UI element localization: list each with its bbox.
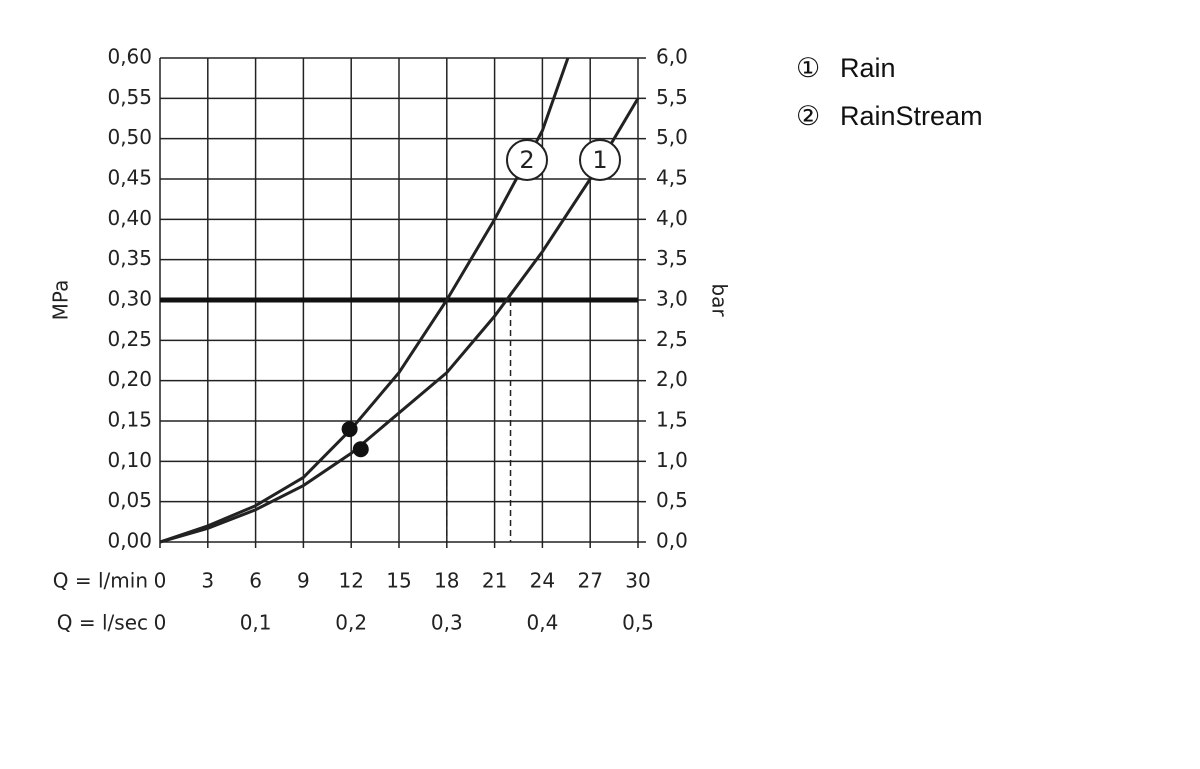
y2-axis-label: bar <box>708 283 732 317</box>
curve <box>159 97 640 544</box>
operating-point <box>352 441 369 458</box>
legend-label: Rain <box>840 53 896 83</box>
x-tick-label: 24 <box>530 569 555 593</box>
x-axis-label: Q = l/min <box>53 569 148 593</box>
x-tick-label: 6 <box>249 569 262 593</box>
y2-tick-label: 3,5 <box>656 246 688 270</box>
y2-tick-label: 4,5 <box>656 166 688 190</box>
y-tick-label: 0,50 <box>107 125 152 149</box>
operating-point <box>341 421 358 438</box>
y-tick-label: 0,20 <box>107 367 152 391</box>
x2-tick-label: 0,1 <box>240 611 272 635</box>
x-tick-label: 18 <box>434 569 459 593</box>
y2-tick-label: 1,0 <box>656 448 688 472</box>
y-tick-label: 0,40 <box>107 206 152 230</box>
y-tick-label: 0,60 <box>107 45 152 69</box>
y2-tick-label: 2,5 <box>656 327 688 351</box>
legend-symbol: ② <box>796 101 820 131</box>
x2-tick-label: 0,2 <box>335 611 367 635</box>
curve-label-circle <box>506 139 548 181</box>
y-tick-label: 0,15 <box>107 408 152 432</box>
y2-tick-label: 0,0 <box>656 529 688 553</box>
y-tick-label: 0,55 <box>107 85 152 109</box>
x-tick-label: 27 <box>577 569 602 593</box>
x2-tick-label: 0 <box>154 611 167 635</box>
x-tick-label: 0 <box>154 569 167 593</box>
legend-symbol: ① <box>796 53 820 83</box>
x-tick-label: 3 <box>201 569 214 593</box>
y-tick-label: 0,25 <box>107 327 152 351</box>
x2-tick-label: 0,5 <box>622 611 654 635</box>
y2-tick-label: 5,0 <box>656 125 688 149</box>
curve-label: 1 <box>592 146 607 174</box>
y2-tick-label: 4,0 <box>656 206 688 230</box>
curve-label: 2 <box>519 146 534 174</box>
x2-tick-label: 0,3 <box>431 611 463 635</box>
y-tick-label: 0,10 <box>107 448 152 472</box>
x2-tick-label: 0,4 <box>526 611 558 635</box>
y-tick-label: 0,30 <box>107 287 152 311</box>
y2-tick-label: 5,5 <box>656 85 688 109</box>
y2-tick-label: 3,0 <box>656 287 688 311</box>
x-tick-label: 30 <box>625 569 650 593</box>
y-tick-label: 0,05 <box>107 488 152 512</box>
y-tick-label: 0,00 <box>107 529 152 553</box>
y-axis-label: MPa <box>49 280 73 321</box>
y2-tick-label: 6,0 <box>656 45 688 69</box>
x-tick-label: 21 <box>482 569 507 593</box>
legend-label: RainStream <box>840 101 983 131</box>
x-tick-label: 12 <box>338 569 363 593</box>
y2-tick-label: 2,0 <box>656 367 688 391</box>
y-tick-label: 0,45 <box>107 166 152 190</box>
curve-label-circle <box>579 139 621 181</box>
x-tick-label: 15 <box>386 569 411 593</box>
y-tick-label: 0,35 <box>107 246 152 270</box>
y2-tick-label: 1,5 <box>656 408 688 432</box>
x2-axis-label: Q = l/sec <box>57 611 148 635</box>
x-tick-label: 9 <box>297 569 310 593</box>
y2-tick-label: 0,5 <box>656 488 688 512</box>
